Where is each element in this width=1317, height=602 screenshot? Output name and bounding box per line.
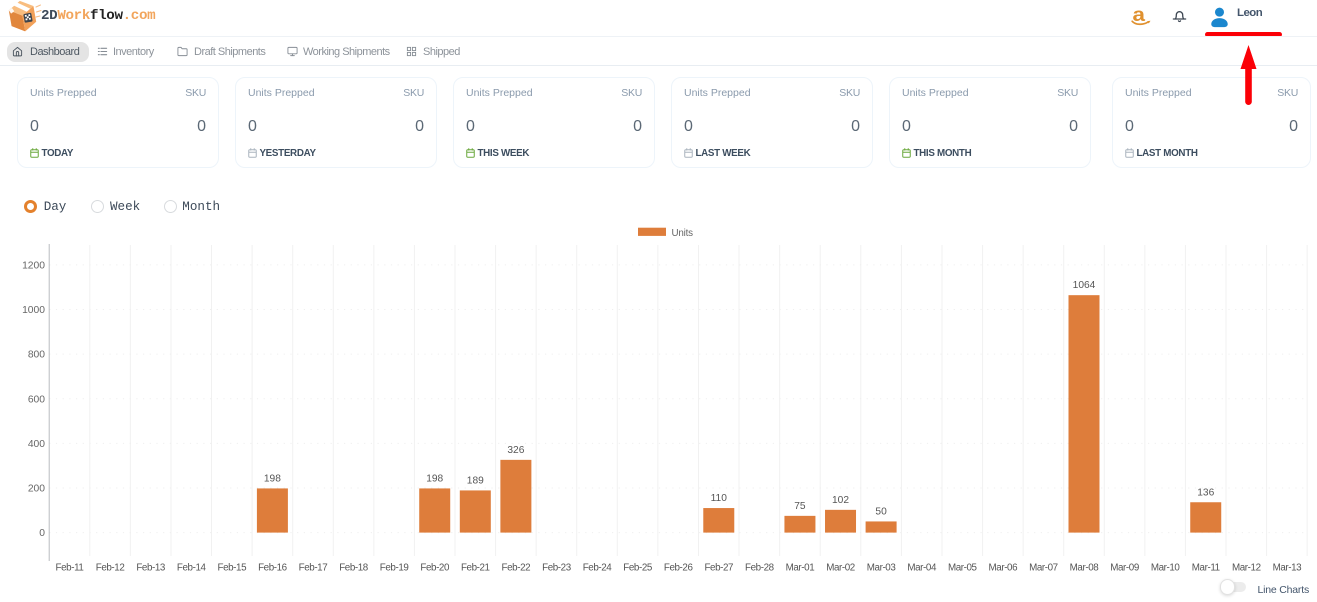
svg-text:Feb-12: Feb-12 (96, 562, 125, 573)
svg-text:75: 75 (794, 501, 806, 512)
svg-text:0: 0 (39, 528, 45, 539)
svg-text:Feb-21: Feb-21 (461, 562, 490, 573)
svg-text:189: 189 (467, 475, 484, 486)
svg-text:Feb-13: Feb-13 (136, 562, 166, 573)
svg-text:Mar-12: Mar-12 (1232, 562, 1261, 573)
svg-text:Feb-18: Feb-18 (339, 562, 369, 573)
svg-text:Feb-25: Feb-25 (623, 562, 653, 573)
svg-text:Feb-11: Feb-11 (56, 562, 84, 573)
svg-text:Feb-24: Feb-24 (583, 562, 613, 573)
svg-text:a: a (1133, 5, 1146, 26)
svg-text:Mar-01: Mar-01 (786, 562, 815, 573)
svg-text:Feb-23: Feb-23 (542, 562, 572, 573)
svg-text:Mar-04: Mar-04 (907, 562, 937, 573)
svg-text:110: 110 (711, 493, 728, 504)
svg-text:1064: 1064 (1073, 280, 1096, 291)
svg-text:50: 50 (875, 506, 887, 517)
svg-text:Units: Units (672, 228, 694, 239)
svg-text:Feb-14: Feb-14 (177, 562, 207, 573)
svg-text:102: 102 (832, 495, 849, 506)
svg-text:Mar-13: Mar-13 (1273, 562, 1303, 573)
svg-text:Feb-20: Feb-20 (420, 562, 450, 573)
svg-text:200: 200 (28, 484, 45, 495)
svg-text:Mar-06: Mar-06 (989, 562, 1019, 573)
svg-text:326: 326 (507, 445, 524, 456)
svg-text:1000: 1000 (22, 305, 45, 316)
svg-text:198: 198 (264, 473, 281, 484)
svg-text:Feb-26: Feb-26 (664, 562, 694, 573)
svg-text:800: 800 (28, 350, 45, 361)
svg-text:Mar-11: Mar-11 (1192, 562, 1220, 573)
svg-text:198: 198 (426, 473, 443, 484)
svg-text:400: 400 (28, 439, 45, 450)
svg-text:Mar-05: Mar-05 (948, 562, 978, 573)
svg-text:Feb-17: Feb-17 (299, 562, 328, 573)
svg-text:Feb-28: Feb-28 (745, 562, 775, 573)
svg-text:Feb-27: Feb-27 (704, 562, 733, 573)
svg-text:Mar-07: Mar-07 (1029, 562, 1058, 573)
svg-text:Feb-15: Feb-15 (217, 562, 247, 573)
svg-text:Feb-19: Feb-19 (380, 562, 409, 573)
svg-text:1200: 1200 (22, 260, 45, 271)
svg-text:Mar-08: Mar-08 (1070, 562, 1100, 573)
svg-text:Feb-16: Feb-16 (258, 562, 288, 573)
svg-text:136: 136 (1197, 487, 1214, 498)
svg-text:Mar-02: Mar-02 (826, 562, 855, 573)
svg-text:Mar-03: Mar-03 (867, 562, 897, 573)
svg-text:Feb-22: Feb-22 (502, 562, 531, 573)
svg-text:600: 600 (28, 394, 45, 405)
svg-text:Mar-09: Mar-09 (1110, 562, 1139, 573)
svg-text:Mar-10: Mar-10 (1151, 562, 1181, 573)
